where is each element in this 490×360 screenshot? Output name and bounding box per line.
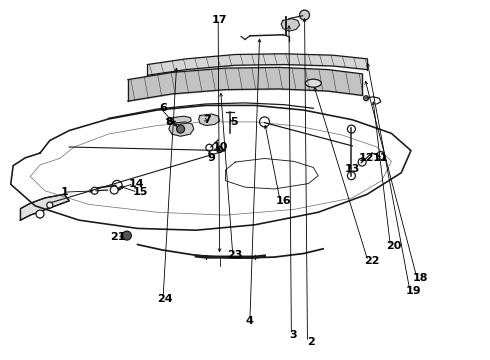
Text: 13: 13 bbox=[344, 163, 360, 174]
Text: 8: 8 bbox=[166, 117, 173, 127]
Polygon shape bbox=[198, 114, 220, 126]
Text: 7: 7 bbox=[203, 115, 211, 125]
Text: 9: 9 bbox=[208, 153, 216, 163]
Circle shape bbox=[299, 10, 310, 20]
Text: 5: 5 bbox=[230, 117, 238, 127]
Text: 19: 19 bbox=[406, 286, 421, 296]
Circle shape bbox=[110, 186, 118, 194]
Circle shape bbox=[347, 172, 355, 180]
Polygon shape bbox=[167, 116, 191, 125]
Circle shape bbox=[364, 96, 368, 101]
Text: 1: 1 bbox=[61, 187, 68, 197]
Text: 3: 3 bbox=[289, 330, 296, 340]
Circle shape bbox=[377, 152, 385, 159]
Circle shape bbox=[112, 180, 122, 190]
Circle shape bbox=[260, 117, 270, 127]
Circle shape bbox=[91, 187, 98, 194]
Text: 2: 2 bbox=[307, 337, 315, 347]
Circle shape bbox=[217, 147, 222, 153]
Text: 4: 4 bbox=[246, 316, 254, 325]
Text: 6: 6 bbox=[159, 103, 167, 113]
Circle shape bbox=[36, 210, 44, 218]
Text: 11: 11 bbox=[373, 153, 389, 163]
Polygon shape bbox=[169, 122, 194, 136]
Text: 12: 12 bbox=[358, 153, 374, 163]
Text: 24: 24 bbox=[157, 294, 172, 304]
Circle shape bbox=[176, 125, 185, 133]
Text: 22: 22 bbox=[364, 256, 380, 266]
Text: 17: 17 bbox=[212, 15, 227, 26]
Circle shape bbox=[347, 125, 355, 133]
Circle shape bbox=[358, 158, 366, 166]
Circle shape bbox=[122, 231, 131, 240]
Text: 14: 14 bbox=[129, 179, 145, 189]
Text: 23: 23 bbox=[227, 250, 243, 260]
Text: 15: 15 bbox=[132, 187, 148, 197]
Circle shape bbox=[47, 202, 53, 208]
Text: 18: 18 bbox=[413, 273, 428, 283]
Polygon shape bbox=[21, 194, 69, 220]
Text: 16: 16 bbox=[275, 196, 291, 206]
Text: 20: 20 bbox=[386, 241, 402, 251]
Polygon shape bbox=[281, 19, 300, 31]
Circle shape bbox=[206, 144, 213, 151]
Ellipse shape bbox=[305, 79, 321, 87]
Text: 21: 21 bbox=[110, 232, 126, 242]
Text: 10: 10 bbox=[213, 142, 228, 152]
